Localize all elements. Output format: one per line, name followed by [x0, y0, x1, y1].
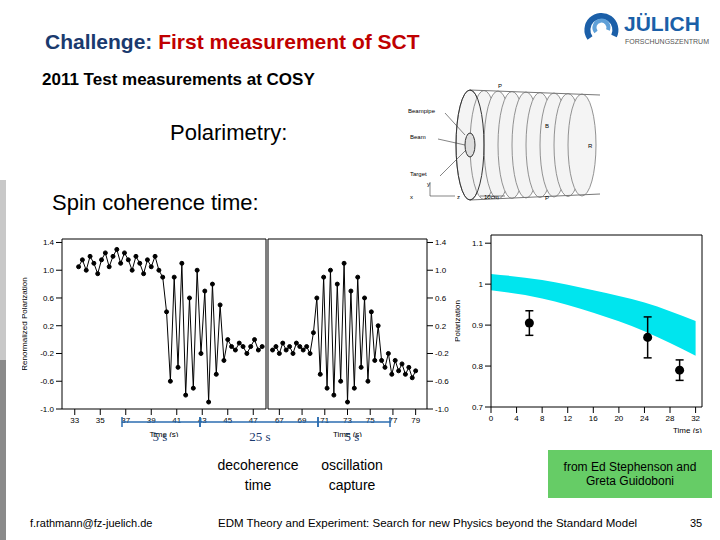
svg-text:0: 0	[489, 414, 494, 423]
html-text:EDM Theory and Experiment: Sea: EDM Theory and Experiment: Search for ne…	[218, 517, 638, 529]
svg-text:24: 24	[640, 414, 649, 423]
svg-text:32: 32	[691, 414, 700, 423]
svg-text:0.6: 0.6	[43, 294, 55, 303]
svg-text:41: 41	[172, 416, 181, 425]
svg-text:Target: Target	[410, 171, 427, 177]
svg-text:Beam: Beam	[410, 134, 426, 140]
svg-text:1: 1	[479, 280, 484, 289]
svg-text:12: 12	[563, 414, 572, 423]
svg-text:1.4: 1.4	[43, 238, 55, 247]
svg-text:-0.2: -0.2	[435, 349, 449, 358]
html-text:2011 Test measurements at COSY: 2011 Test measurements at COSY	[42, 70, 315, 89]
svg-text:39: 39	[147, 416, 156, 425]
svg-text:Time (s): Time (s)	[333, 430, 362, 437]
svg-text:Time (s): Time (s)	[149, 430, 178, 437]
html-text:f.rathmann@fz-juelich.de: f.rathmann@fz-juelich.de	[30, 517, 153, 529]
svg-text:-1.0: -1.0	[40, 405, 54, 414]
svg-text:Time (s): Time (s)	[673, 426, 702, 433]
svg-text:Polarization: Polarization	[455, 300, 462, 342]
svg-text:10cm: 10cm	[484, 194, 499, 200]
svg-text:y: y	[427, 181, 430, 187]
html-text:from Ed Stephenson and Greta G: from Ed Stephenson and Greta Guidoboni	[563, 460, 697, 488]
svg-text:33: 33	[70, 416, 79, 425]
svg-text:37: 37	[121, 416, 130, 425]
svg-text:Beampipe: Beampipe	[408, 108, 436, 114]
svg-text:0.2: 0.2	[435, 322, 447, 331]
svg-text:28: 28	[666, 414, 675, 423]
svg-text:16: 16	[589, 414, 598, 423]
svg-text:71: 71	[320, 416, 329, 425]
svg-text:0.2: 0.2	[43, 322, 55, 331]
svg-text:1.0: 1.0	[435, 266, 447, 275]
svg-text:4: 4	[514, 414, 519, 423]
svg-text:43: 43	[198, 416, 207, 425]
svg-text:P: P	[545, 195, 549, 201]
svg-text:77: 77	[388, 416, 397, 425]
svg-text:0.9: 0.9	[472, 321, 484, 330]
html-text:decoherence time: decoherence time	[217, 457, 299, 493]
svg-text:75: 75	[366, 416, 375, 425]
svg-text:5 s: 5 s	[153, 429, 168, 444]
svg-text:20: 20	[614, 414, 623, 423]
svg-text:0.7: 0.7	[472, 403, 484, 412]
svg-text:67: 67	[275, 416, 284, 425]
html-text:Polarimetry:: Polarimetry:	[170, 120, 288, 145]
html-text:JÜLICH: JÜLICH	[624, 12, 700, 35]
svg-text:-0.6: -0.6	[40, 377, 54, 386]
svg-text:P: P	[498, 83, 502, 89]
svg-text:79: 79	[411, 416, 420, 425]
html-text:FORSCHUNGSZENTRUM: FORSCHUNGSZENTRUM	[625, 38, 709, 45]
svg-text:-0.6: -0.6	[435, 377, 449, 386]
svg-text:8: 8	[540, 414, 545, 423]
svg-text:1.1: 1.1	[472, 239, 484, 248]
html-text:Challenge: First measurement o: Challenge: First measurement of SCT	[45, 30, 420, 53]
svg-text:45: 45	[223, 416, 232, 425]
html-text:35: 35	[690, 517, 703, 529]
svg-text:z: z	[457, 194, 460, 200]
svg-text:69: 69	[298, 416, 307, 425]
html-text:oscillation capture: oscillation capture	[321, 457, 383, 493]
svg-text:x: x	[410, 194, 413, 200]
svg-text:Renormalized Polarization: Renormalized Polarization	[22, 277, 29, 370]
svg-text:25 s: 25 s	[249, 429, 270, 444]
svg-text:5 s: 5 s	[345, 429, 360, 444]
svg-text:73: 73	[343, 416, 352, 425]
svg-text:1.4: 1.4	[435, 238, 447, 247]
svg-text:-0.2: -0.2	[40, 349, 54, 358]
svg-text:B: B	[545, 123, 549, 129]
svg-text:47: 47	[249, 416, 258, 425]
svg-text:-1.0: -1.0	[435, 405, 449, 414]
svg-text:1.0: 1.0	[43, 266, 55, 275]
svg-text:35: 35	[96, 416, 105, 425]
svg-text:0.6: 0.6	[435, 294, 447, 303]
svg-text:R: R	[588, 143, 593, 149]
html-text:Spin coherence time:: Spin coherence time:	[52, 190, 259, 215]
svg-text:0.8: 0.8	[472, 362, 484, 371]
